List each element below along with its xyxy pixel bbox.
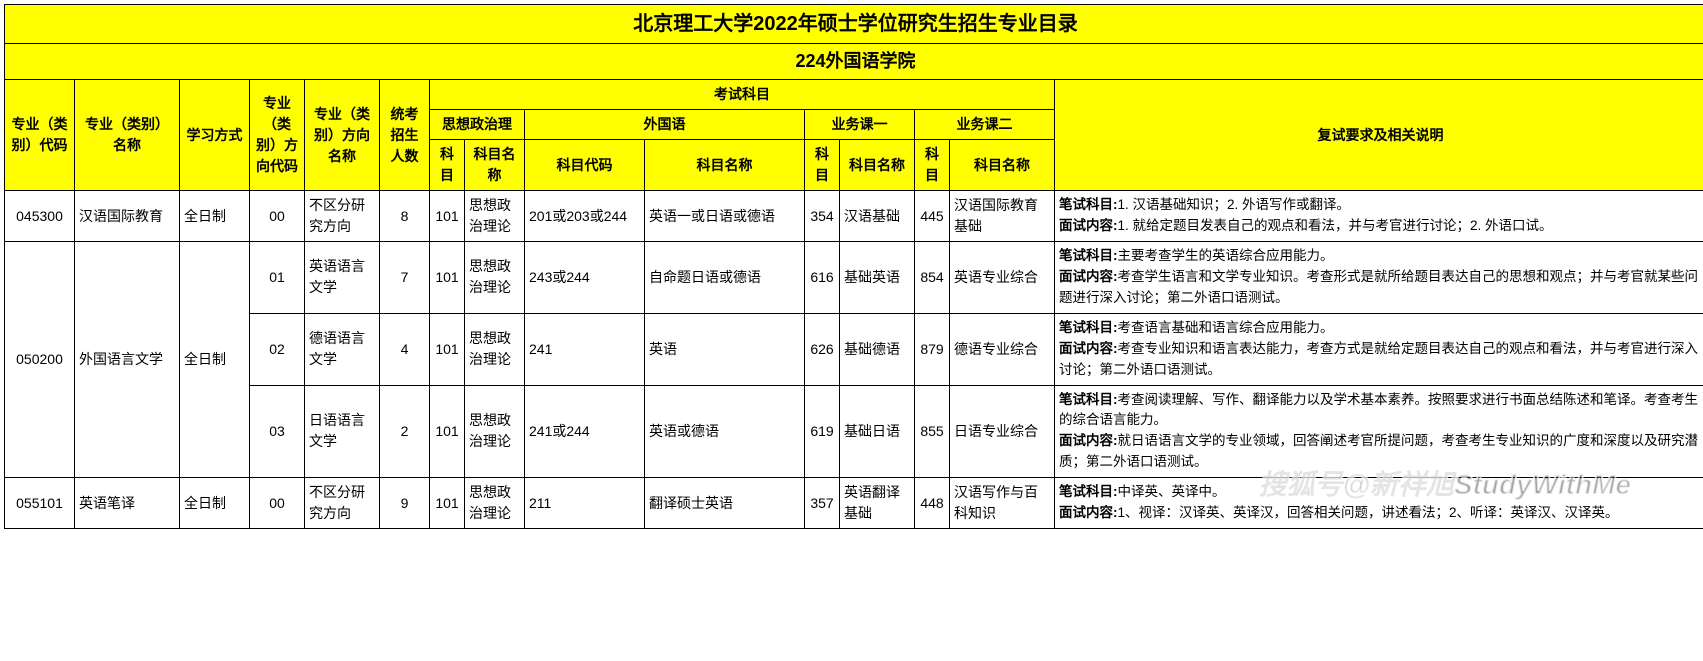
major-code: 045300 [5,191,75,242]
dir-code: 00 [250,191,305,242]
for-name: 自命题日语或德语 [645,242,805,314]
for-code: 201或203或244 [525,191,645,242]
b1-name: 基础英语 [840,242,915,314]
for-name: 英语 [645,313,805,385]
table-row: 055101英语笔译全日制00不区分研究方向9101思想政治理论211翻译硕士英… [5,478,1703,529]
b2-name: 德语专业综合 [950,313,1055,385]
pol-name: 思想政治理论 [465,191,525,242]
pol-name: 思想政治理论 [465,313,525,385]
b1-code: 619 [805,385,840,478]
enroll: 2 [380,385,430,478]
for-name: 翻译硕士英语 [645,478,805,529]
enroll: 4 [380,313,430,385]
study-mode: 全日制 [180,478,250,529]
col-foreign: 外国语 [525,110,805,140]
table-subtitle: 224外国语学院 [5,44,1703,80]
b2-code: 854 [915,242,950,314]
major-code: 050200 [5,242,75,478]
for-code: 241或244 [525,385,645,478]
b2-code: 879 [915,313,950,385]
dir-name: 不区分研究方向 [305,478,380,529]
col-major-code: 专业（类别）代码 [5,80,75,191]
table-row: 02德语语言文学4101思想政治理论241英语626基础德语879德语专业综合笔… [5,313,1703,385]
pol-code: 101 [430,242,465,314]
pol-name: 思想政治理论 [465,242,525,314]
major-name: 外国语言文学 [75,242,180,478]
dir-name: 英语语言文学 [305,242,380,314]
dir-name: 德语语言文学 [305,313,380,385]
study-mode: 全日制 [180,242,250,478]
col-b2-name: 科目名称 [950,140,1055,191]
study-mode: 全日制 [180,191,250,242]
retest-desc: 笔试科目:考查阅读理解、写作、翻译能力以及学术基本素养。按照要求进行书面总结陈述… [1055,385,1703,478]
for-code: 243或244 [525,242,645,314]
retest-desc: 笔试科目:考查语言基础和语言综合应用能力。面试内容:考查专业知识和语言表达能力，… [1055,313,1703,385]
for-name: 英语一或日语或德语 [645,191,805,242]
b1-name: 基础日语 [840,385,915,478]
dir-name: 日语语言文学 [305,385,380,478]
for-code: 241 [525,313,645,385]
b1-name: 基础德语 [840,313,915,385]
b1-code: 357 [805,478,840,529]
col-b1-code: 科目 [805,140,840,191]
admissions-table: 北京理工大学2022年硕士学位研究生招生专业目录 224外国语学院 专业（类别）… [4,4,1703,529]
b2-name: 日语专业综合 [950,385,1055,478]
table-row: 050200外国语言文学全日制01英语语言文学7101思想政治理论243或244… [5,242,1703,314]
dir-code: 02 [250,313,305,385]
retest-desc: 笔试科目:中译英、英译中。面试内容:1、视译：汉译英、英译汉，回答相关问题，讲述… [1055,478,1703,529]
col-biz2: 业务课二 [915,110,1055,140]
b2-code: 855 [915,385,950,478]
pol-code: 101 [430,191,465,242]
table-title: 北京理工大学2022年硕士学位研究生招生专业目录 [5,5,1703,44]
col-for-name: 科目名称 [645,140,805,191]
retest-desc: 笔试科目:1. 汉语基础知识；2. 外语写作或翻译。面试内容:1. 就给定题目发… [1055,191,1703,242]
dir-name: 不区分研究方向 [305,191,380,242]
dir-code: 03 [250,385,305,478]
b1-name: 英语翻译基础 [840,478,915,529]
col-for-code: 科目代码 [525,140,645,191]
major-name: 英语笔译 [75,478,180,529]
col-b2-code: 科目 [915,140,950,191]
major-code: 055101 [5,478,75,529]
pol-code: 101 [430,385,465,478]
col-exam-subjects: 考试科目 [430,80,1055,110]
pol-code: 101 [430,313,465,385]
pol-code: 101 [430,478,465,529]
pol-name: 思想政治理论 [465,385,525,478]
enroll: 9 [380,478,430,529]
b2-code: 445 [915,191,950,242]
col-pol-code: 科目 [430,140,465,191]
col-retest: 复试要求及相关说明 [1055,80,1703,191]
table-row: 045300汉语国际教育全日制00不区分研究方向8101思想政治理论201或20… [5,191,1703,242]
b1-code: 626 [805,313,840,385]
b1-name: 汉语基础 [840,191,915,242]
b1-code: 354 [805,191,840,242]
for-name: 英语或德语 [645,385,805,478]
col-b1-name: 科目名称 [840,140,915,191]
col-biz1: 业务课一 [805,110,915,140]
enroll: 7 [380,242,430,314]
for-code: 211 [525,478,645,529]
b2-name: 汉语国际教育基础 [950,191,1055,242]
col-politics: 思想政治理 [430,110,525,140]
col-study-mode: 学习方式 [180,80,250,191]
col-dir-name: 专业（类别）方向名称 [305,80,380,191]
b1-code: 616 [805,242,840,314]
col-enroll: 统考招生人数 [380,80,430,191]
col-dir-code: 专业（类别）方向代码 [250,80,305,191]
b2-name: 汉语写作与百科知识 [950,478,1055,529]
table-row: 03日语语言文学2101思想政治理论241或244英语或德语619基础日语855… [5,385,1703,478]
col-major-name: 专业（类别）名称 [75,80,180,191]
enroll: 8 [380,191,430,242]
major-name: 汉语国际教育 [75,191,180,242]
retest-desc: 笔试科目:主要考查学生的英语综合应用能力。面试内容:考查学生语言和文学专业知识。… [1055,242,1703,314]
pol-name: 思想政治理论 [465,478,525,529]
b2-code: 448 [915,478,950,529]
dir-code: 00 [250,478,305,529]
b2-name: 英语专业综合 [950,242,1055,314]
dir-code: 01 [250,242,305,314]
col-pol-name: 科目名称 [465,140,525,191]
